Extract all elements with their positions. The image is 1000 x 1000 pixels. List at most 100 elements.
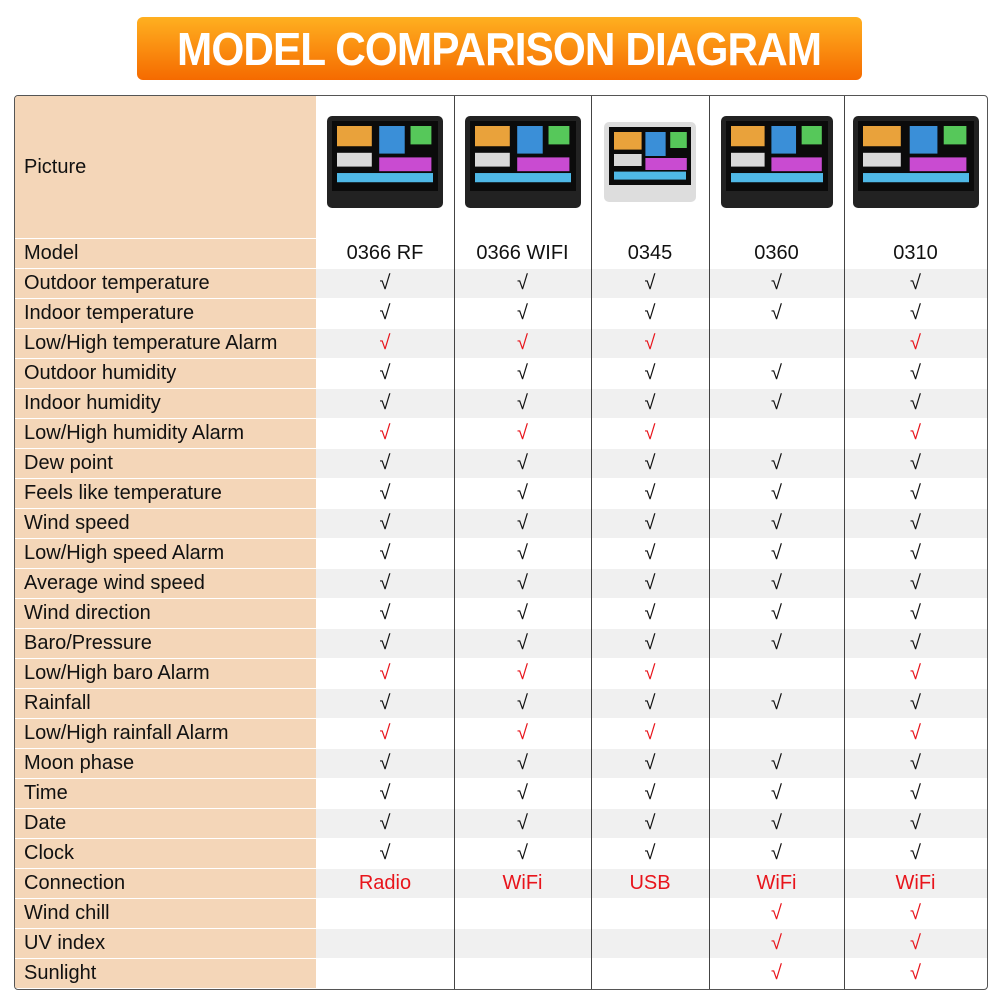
cell-value: √ [644,301,656,324]
cell-value: √ [910,391,921,414]
cell-value: √ [517,481,528,504]
cell-value: √ [379,271,391,294]
row-line [15,328,987,329]
column-line [454,96,455,989]
cell-value: √ [771,271,782,294]
row-line [15,688,987,689]
device-image [604,122,696,202]
cell-value: √ [379,601,391,624]
row-shade [316,508,987,538]
row-label: Outdoor humidity [15,358,316,388]
cell-value: √ [379,361,391,384]
cell-value: √ [910,511,921,534]
cell-value: √ [644,631,656,654]
row-label: Rainfall [15,688,316,718]
row-line [15,808,987,809]
row-label: Time [15,778,316,808]
row-label: Low/High speed Alarm [15,538,316,568]
cell-value: √ [379,571,391,594]
model-name: 0360 [754,241,799,264]
cell-value: √ [910,331,921,354]
model-name: 0310 [893,241,938,264]
cell-value: √ [910,601,921,624]
cell-value: √ [771,901,782,924]
cell-value: √ [910,781,921,804]
cell-value: √ [379,481,391,504]
row-label: Indoor humidity [15,388,316,418]
cell-value: √ [910,271,921,294]
cell-value: √ [910,691,921,714]
cell-value: √ [644,421,656,444]
cell-value: √ [644,451,656,474]
cell-value: √ [644,271,656,294]
row-line [15,778,987,779]
cell-value: √ [910,541,921,564]
cell-value: √ [644,391,656,414]
cell-value: √ [644,361,656,384]
cell-value: √ [644,481,656,504]
cell-value: √ [771,961,782,984]
row-label: Wind direction [15,598,316,628]
row-line [15,508,987,509]
cell-value: √ [379,721,391,744]
cell-value: √ [379,541,391,564]
cell-value: √ [517,691,528,714]
cell-value: √ [379,841,391,864]
cell-value: √ [644,751,656,774]
row-line [15,268,987,269]
row-line [15,358,987,359]
cell-value: √ [517,301,528,324]
cell-value: √ [379,451,391,474]
row-shade [316,568,987,598]
cell-value: √ [379,661,391,684]
row-label: Indoor temperature [15,298,316,328]
row-shade [316,928,987,958]
cell-value: √ [771,601,782,624]
row-label: Low/High humidity Alarm [15,418,316,448]
row-line [15,628,987,629]
device-image [327,116,443,208]
cell-value: √ [379,781,391,804]
cell-value: √ [517,811,528,834]
cell-value: √ [517,661,528,684]
cell-value: √ [517,421,528,444]
row-label: Model [15,238,316,268]
cell-value: √ [517,841,528,864]
cell-value: √ [517,571,528,594]
cell-value: √ [379,301,391,324]
cell-value: √ [644,541,656,564]
cell-value: USB [629,871,671,894]
row-shade [316,328,987,358]
cell-value: √ [910,421,921,444]
cell-value: √ [910,721,921,744]
row-shade [316,268,987,298]
cell-value: √ [517,271,528,294]
row-line [15,658,987,659]
row-shade [316,688,987,718]
cell-value: √ [517,511,528,534]
row-label: Dew point [15,448,316,478]
cell-value: √ [517,361,528,384]
row-line [15,868,987,869]
cell-value: √ [379,751,391,774]
row-label: Low/High baro Alarm [15,658,316,688]
cell-value: √ [910,751,921,774]
cell-value: √ [771,841,782,864]
cell-value: √ [644,571,656,594]
row-label: Date [15,808,316,838]
cell-value: √ [771,931,782,954]
cell-value: √ [379,811,391,834]
row-label: Connection [15,868,316,898]
row-label: UV index [15,928,316,958]
cell-value: √ [771,451,782,474]
cell-value: √ [910,901,921,924]
cell-value: √ [644,691,656,714]
row-line [15,388,987,389]
row-line [15,418,987,419]
row-line [15,748,987,749]
row-label: Wind chill [15,898,316,928]
cell-value: √ [771,691,782,714]
cell-value: √ [644,781,656,804]
cell-value: √ [910,631,921,654]
row-line [15,928,987,929]
